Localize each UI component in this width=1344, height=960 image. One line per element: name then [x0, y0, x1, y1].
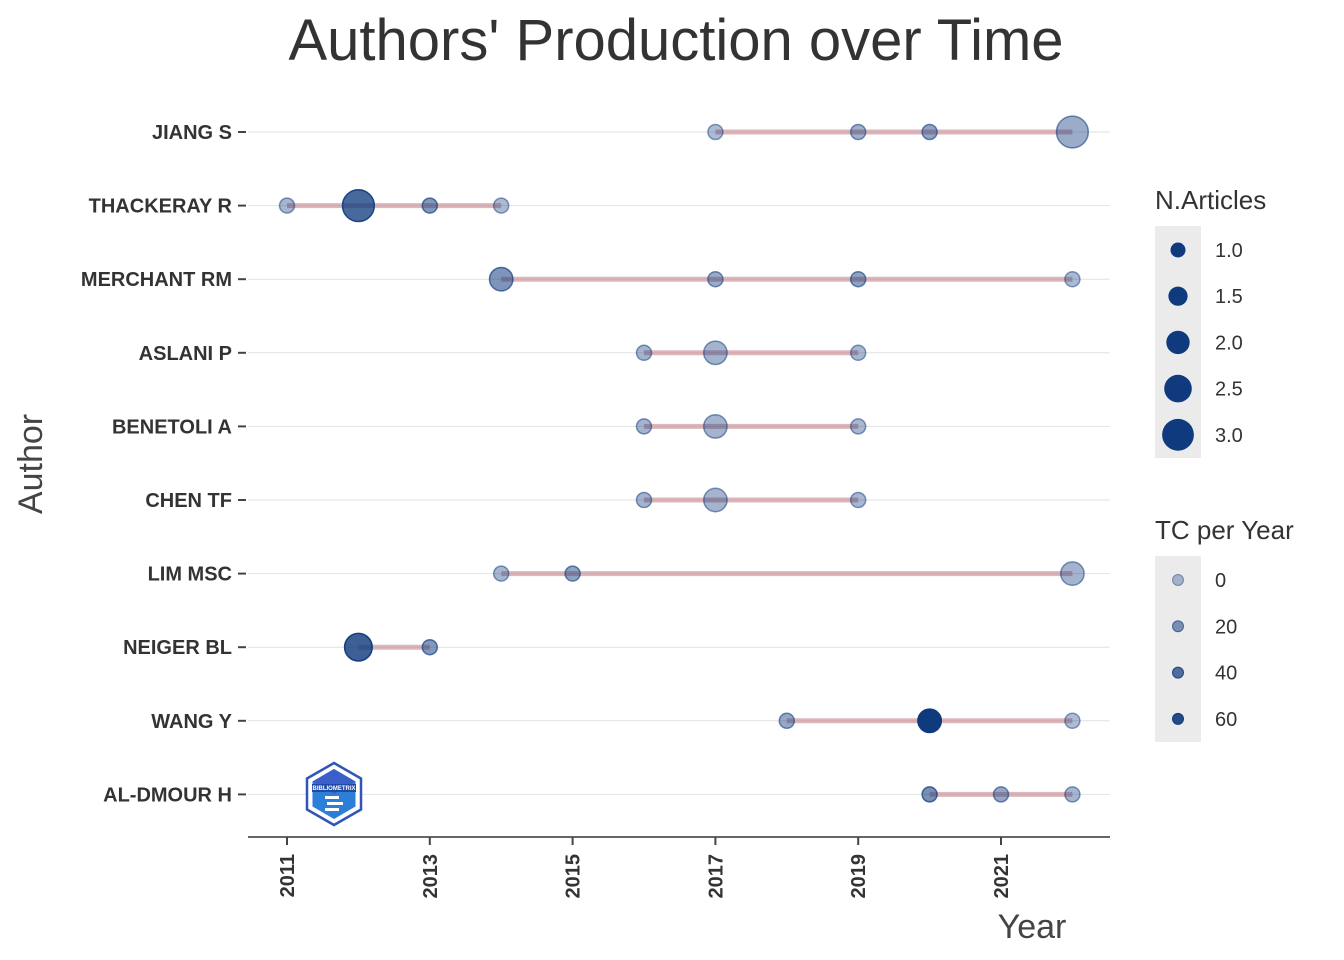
legend-label: 40: [1215, 663, 1237, 685]
data-point: [702, 487, 728, 513]
y-tick-label: AL-DMOUR H: [103, 784, 232, 806]
data-point: [921, 123, 938, 141]
legend-label: 1.0: [1215, 240, 1243, 262]
legend-title: N.Articles: [1155, 185, 1266, 215]
data-point: [278, 197, 296, 214]
legend-label: 60: [1215, 709, 1237, 731]
legend-articles: N.Articles 1.0 1.5 2.0 2.5 3.0: [1155, 185, 1266, 458]
data-point: [1064, 786, 1081, 803]
data-point: [702, 413, 728, 439]
data-point: [849, 491, 867, 509]
legend-label: 3.0: [1215, 425, 1243, 447]
data-point: [1059, 561, 1085, 587]
data-point: [849, 270, 867, 288]
legend-alpha-swatch: [1172, 574, 1184, 586]
data-point: [778, 712, 796, 730]
legend-label: 2.5: [1215, 379, 1243, 401]
y-tick-label: MERCHANT RM: [81, 269, 232, 291]
legend-key-background: [1155, 556, 1201, 742]
data-point: [635, 344, 653, 362]
gridlines: [248, 131, 1110, 795]
y-axis-ticks: JIANG S THACKERAY R MERCHANT RM ASLANI P BEN…: [81, 122, 246, 806]
chart-title: Authors' Production over Time: [288, 8, 1063, 73]
bibliometrix-logo: BIBLIOMETRIX: [305, 761, 363, 827]
legend-size-swatch: [1162, 418, 1194, 451]
data-point: [492, 197, 510, 214]
data-point: [635, 418, 653, 435]
legend-size-swatch: [1164, 374, 1192, 403]
legend-alpha-swatch: [1172, 666, 1184, 679]
y-tick-label: BENETOLI A: [112, 416, 232, 438]
data-point: [1064, 712, 1081, 730]
y-axis-title: Author: [12, 414, 50, 514]
legend-size-swatch: [1170, 242, 1186, 258]
data-point: [1055, 115, 1090, 149]
legend-alpha-swatch: [1172, 620, 1184, 633]
data-point: [707, 270, 724, 288]
y-tick-label: NEIGER BL: [123, 637, 232, 659]
legend-size-swatch: [1168, 286, 1188, 306]
legend-size-swatch: [1166, 330, 1190, 355]
y-tick-label: ASLANI P: [139, 343, 232, 365]
x-tick-label: 2013: [420, 854, 442, 899]
x-tick-label: 2015: [563, 854, 585, 899]
points: [278, 115, 1090, 803]
data-point: [917, 708, 943, 734]
data-point: [492, 565, 510, 582]
data-point: [1064, 270, 1081, 288]
x-tick-label: 2019: [848, 854, 870, 899]
y-tick-label: LIM MSC: [148, 564, 232, 586]
logo-text: BIBLIOMETRIX: [313, 786, 356, 792]
data-point: [635, 491, 653, 509]
legend-label: 0: [1215, 570, 1226, 592]
y-tick-label: CHEN TF: [145, 490, 232, 512]
data-point: [849, 418, 867, 435]
y-tick-label: THACKERAY R: [89, 196, 233, 218]
x-tick-label: 2011: [277, 854, 299, 897]
data-point: [421, 638, 439, 656]
data-point: [421, 197, 439, 214]
x-axis: 2011 2013 2015 2017 2019 2021: [248, 836, 1110, 899]
data-point: [343, 632, 373, 662]
data-point: [849, 123, 867, 141]
x-tick-label: 2021: [991, 854, 1013, 899]
data-point: [341, 188, 376, 223]
x-tick-label: 2017: [705, 854, 727, 899]
legend-label: 1.5: [1215, 286, 1243, 308]
legend-tc-per-year: TC per Year 0 20 40 60: [1155, 515, 1294, 742]
legend-alpha-swatch: [1172, 712, 1184, 725]
y-tick-label: WANG Y: [151, 711, 232, 733]
data-point: [564, 565, 581, 582]
legend-label: 20: [1215, 616, 1237, 638]
x-axis-title: Year: [998, 908, 1067, 946]
data-point: [702, 340, 728, 366]
data-point: [992, 786, 1010, 803]
y-tick-label: JIANG S: [152, 122, 232, 144]
legend-label: 2.0: [1215, 332, 1243, 354]
data-point: [921, 786, 938, 803]
data-point: [707, 123, 724, 141]
data-point: [849, 344, 867, 362]
data-point: [488, 266, 514, 292]
legend-title: TC per Year: [1155, 515, 1294, 545]
segments: [287, 129, 1073, 797]
